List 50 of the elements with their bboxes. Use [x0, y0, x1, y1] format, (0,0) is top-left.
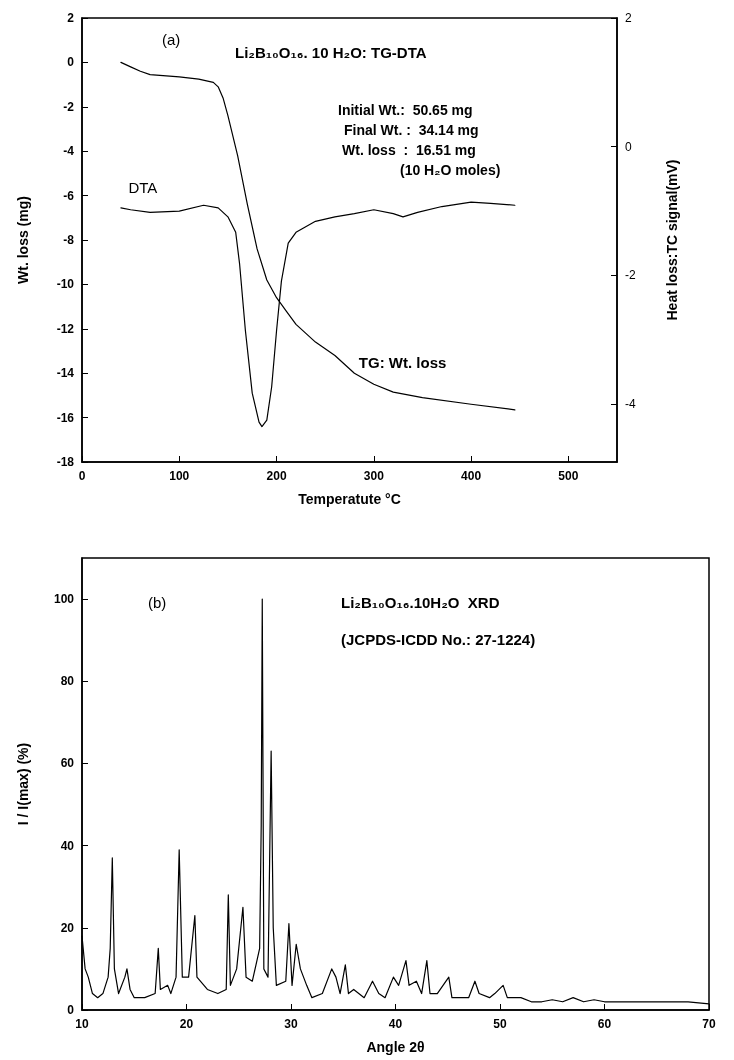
- annotation: (a): [162, 31, 181, 48]
- x-tick-label: 100: [169, 469, 190, 483]
- y-tick-label: 0: [67, 55, 75, 70]
- text: (JCPDS-ICDD No.: 27-1224): [341, 631, 536, 648]
- x-tick-label: 300: [363, 469, 385, 483]
- y-tick-label: -6: [63, 188, 75, 203]
- y-tick-label: -12: [56, 321, 75, 336]
- series-label: TG: Wt. loss: [358, 353, 447, 371]
- y2-axis-title: Heat loss:TC signal(mV): [664, 159, 680, 321]
- x-tick-label: 10: [75, 1017, 89, 1031]
- y-tick-label: 0: [67, 1003, 75, 1017]
- y-tick-label: -4: [63, 144, 75, 159]
- annotation: Wt. loss : 16.51 mg: [342, 142, 476, 158]
- x-tick-label: 20: [179, 1017, 194, 1031]
- y-tick-label: -18: [56, 455, 75, 469]
- y-tick-label: -8: [63, 233, 75, 247]
- text: Li₂B₁₀O₁₆. 10 H₂O: TG-DTA: [235, 44, 427, 61]
- y-tick-label: -16: [56, 410, 75, 425]
- x-axis-title: Angle 2θ: [366, 1039, 425, 1055]
- x-tick-label: 60: [597, 1017, 612, 1031]
- y2-tick-label: 2: [625, 11, 632, 25]
- annotation: Final Wt. : 34.14 mg: [344, 122, 479, 138]
- annotation: (10 H₂O moles): [400, 162, 501, 178]
- y-tick-label: 40: [60, 838, 75, 853]
- y-tick-label: 60: [60, 756, 75, 771]
- y-tick-label: 20: [60, 920, 75, 935]
- x-tick-label: 400: [461, 469, 482, 483]
- y-tick-label: 2: [67, 11, 75, 25]
- annotation: (b): [148, 594, 167, 611]
- series-label: DTA: [128, 178, 158, 196]
- y-axis-title: I / I(max) (%): [15, 742, 31, 826]
- x-tick-label: 30: [284, 1017, 298, 1031]
- y-axis-title: Wt. loss (mg): [15, 196, 31, 284]
- text: Li₂B₁₀O₁₆.10H₂O XRD: [341, 594, 500, 611]
- x-tick-label: 40: [388, 1017, 403, 1031]
- y-tick-label: 80: [60, 674, 75, 689]
- x-axis-title: Temperatute °C: [298, 491, 401, 507]
- annotation: Initial Wt.: 50.65 mg: [338, 102, 473, 118]
- y-tick-label: -14: [56, 366, 75, 381]
- x-tick-label: 200: [266, 469, 287, 483]
- y2-tick-label: 0: [625, 139, 632, 154]
- x-tick-label: 500: [558, 469, 579, 483]
- y2-tick-label: -4: [625, 397, 636, 412]
- y-tick-label: -2: [63, 99, 75, 114]
- x-tick-label: 0: [78, 469, 86, 483]
- y-tick-label: 100: [53, 592, 75, 607]
- y-tick-label: -10: [56, 277, 75, 292]
- y2-tick-label: -2: [625, 268, 636, 283]
- x-tick-label: 50: [493, 1017, 507, 1031]
- x-tick-label: 70: [702, 1017, 716, 1031]
